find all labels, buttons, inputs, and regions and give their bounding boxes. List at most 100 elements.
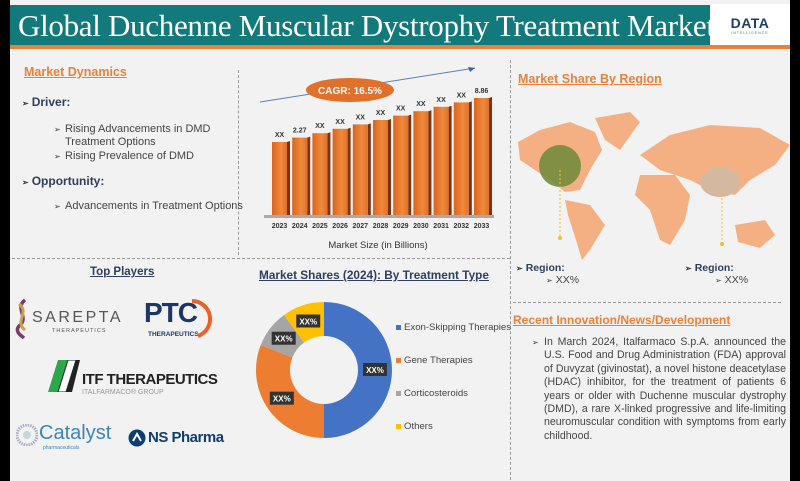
bar-side <box>448 105 452 215</box>
bar-data-label: XX <box>436 97 446 104</box>
divider <box>238 70 239 255</box>
bar-side <box>468 101 472 215</box>
legend-label: Exon-Skipping Therapies <box>404 322 512 333</box>
x-axis-baseline <box>264 215 494 218</box>
x-tick-label: 2025 <box>312 223 328 230</box>
ptc-arc-icon <box>191 298 213 338</box>
data-label-box <box>363 363 387 376</box>
bar-data-label: XX <box>275 132 285 139</box>
bar-2024 <box>292 137 308 215</box>
divider <box>513 302 781 303</box>
bar-data-label: 8.86 <box>475 88 489 95</box>
donut-slice-gene-therapies <box>256 344 324 438</box>
x-tick-label: 2028 <box>373 223 389 230</box>
divider <box>12 258 510 259</box>
cagr-badge <box>306 78 394 102</box>
region-label: ➢ Region: <box>685 262 734 274</box>
bar-2033 <box>474 98 489 215</box>
driver-item: ➢ Rising Advancements in DMD Treatment Op… <box>54 123 211 148</box>
market-dynamics-title: Market Dynamics <box>24 65 127 79</box>
bar-side <box>307 136 311 215</box>
bar-2031 <box>433 106 449 215</box>
opportunity-item: ➢ Advancements in Treatment Options <box>54 200 243 212</box>
ns-pharma-emblem-icon <box>128 429 146 447</box>
x-tick-label: 2029 <box>393 223 409 230</box>
top-players-title: Top Players <box>90 266 155 278</box>
itf-stripes-icon <box>48 360 80 392</box>
x-tick-label: 2033 <box>474 223 490 230</box>
market-size-bar-chart: XX 2023 2.27 2024 XX 2025 XX 2026 XX 2027 XX 2028 XX… <box>259 67 494 251</box>
legend-item: Others <box>396 421 433 432</box>
bar-2023 <box>272 142 287 215</box>
donut-title: Market Shares (2024): By Treatment Type <box>259 268 489 282</box>
bar-data-label: 2.27 <box>293 128 307 135</box>
driver-item: ➢ Rising Prevalence of DMD <box>54 150 194 162</box>
legend-swatch <box>396 391 401 396</box>
x-tick-label: 2030 <box>413 223 429 230</box>
x-tick-label: 2024 <box>292 223 308 230</box>
bar-data-label: XX <box>457 92 467 99</box>
bar-data-label: XX <box>396 106 406 113</box>
data-label-box <box>296 314 321 328</box>
bar-side <box>428 110 432 215</box>
eurasia-shape <box>640 125 790 195</box>
infographic: Global Duchenne Muscular Dystrophy Treat… <box>10 0 790 481</box>
bar-2032 <box>453 102 469 215</box>
donut-data-label: XX% <box>275 335 293 344</box>
bar-data-label: XX <box>315 123 325 130</box>
bar-2027 <box>352 124 368 215</box>
donut-data-label: XX% <box>299 317 317 326</box>
driver-heading: ➢ Driver: <box>22 95 71 109</box>
sarepta-helix-icon <box>15 298 27 340</box>
donut-data-label: XX% <box>366 366 384 375</box>
x-tick-label: 2023 <box>272 223 288 230</box>
legend-swatch <box>396 358 401 363</box>
legend-item: Exon-Skipping Therapies <box>396 322 511 333</box>
south-america-shape <box>565 200 605 260</box>
leader-dot <box>720 242 724 246</box>
greenland-shape <box>595 112 640 150</box>
bar-side <box>367 123 371 215</box>
legend-swatch <box>396 325 401 330</box>
logo-subtext: INTELLIGENCE <box>731 31 769 35</box>
region-label: ➢ Region: <box>516 262 565 274</box>
catalyst-burst-icon <box>16 424 38 446</box>
australia-shape <box>735 220 775 248</box>
x-tick-label: 2032 <box>454 223 470 230</box>
legend-swatch <box>396 424 401 429</box>
news-title: Recent Innovation/News/Development <box>513 313 731 327</box>
bar-side <box>287 141 290 215</box>
bar-2030 <box>413 111 429 215</box>
legend-label: Corticosteroids <box>404 388 468 399</box>
region-value: ➢ XX% <box>715 274 749 286</box>
logo-text: DATA <box>730 15 770 31</box>
bar-2026 <box>332 128 348 215</box>
news-item: ➢ In March 2024, Italfarmaco S.p.A. annou… <box>532 336 786 442</box>
bar-data-label: XX <box>335 119 345 126</box>
region-title: Market Share By Region <box>518 72 662 86</box>
donut-data-label: XX% <box>273 395 291 404</box>
bar-data-label: XX <box>356 114 366 121</box>
x-axis-label: Market Size (in Billions) <box>328 240 427 251</box>
africa-shape <box>635 175 690 245</box>
opportunity-heading: ➢ Opportunity: <box>22 174 105 188</box>
header-divider <box>10 45 790 49</box>
legend-item: Corticosteroids <box>396 388 468 399</box>
bar-data-label: XX <box>376 110 386 117</box>
legend-label: Others <box>404 421 433 432</box>
bar-data-label: XX <box>416 101 426 108</box>
x-tick-label: 2026 <box>332 223 348 230</box>
region-marker-north-america <box>539 145 581 187</box>
bar-side <box>388 119 391 215</box>
x-tick-label: 2031 <box>433 223 449 230</box>
donut-slice-exon-skipping-therapies <box>324 302 392 438</box>
bar-2029 <box>393 115 409 215</box>
divider <box>510 60 511 480</box>
leader-dot <box>558 236 562 240</box>
bar-side <box>347 127 351 215</box>
x-tick-label: 2027 <box>353 223 369 230</box>
page-title: Global Duchenne Muscular Dystrophy Treat… <box>18 8 715 43</box>
region-value: ➢ XX% <box>546 274 580 286</box>
treatment-type-donut-chart: XX% XX% XX% XX% <box>256 302 392 438</box>
legend-item: Gene Therapies <box>396 355 473 366</box>
